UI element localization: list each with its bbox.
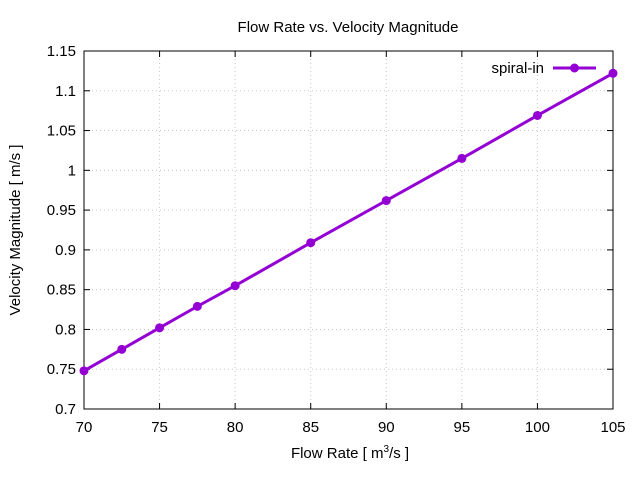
x-tick-label: 70: [76, 419, 93, 436]
y-tick-label: 1.05: [47, 123, 76, 140]
y-tick-label: 1.15: [47, 43, 76, 60]
data-point: [532, 110, 542, 120]
data-point: [79, 366, 89, 376]
x-axis: 70 75 80 85 90 95 100 105: [76, 51, 626, 436]
x-tick-label: 90: [378, 419, 395, 436]
x-tick-label: 100: [525, 419, 550, 436]
x-tick-label: 80: [227, 419, 244, 436]
data-point: [230, 281, 240, 291]
x-axis-label-superscript: 3: [383, 444, 389, 455]
chart-title: Flow Rate vs. Velocity Magnitude: [238, 19, 459, 36]
data-point: [155, 323, 165, 333]
y-tick-label: 0.75: [47, 361, 76, 378]
y-tick-label: 0.95: [47, 202, 76, 219]
plot-frame: [83, 50, 614, 410]
x-tick-label: 105: [600, 419, 625, 436]
y-tick-label: 0.7: [55, 401, 76, 418]
x-axis-label-main: Flow Rate [ m: [291, 445, 384, 462]
legend: spiral-in: [491, 60, 596, 77]
data-point: [117, 344, 127, 354]
series-layer: [79, 68, 618, 376]
x-tick-label: 75: [151, 419, 168, 436]
data-point: [306, 238, 316, 248]
x-axis-label: Flow Rate [ m3/s ]: [291, 444, 409, 462]
grid: [84, 51, 613, 409]
y-tick-label: 1: [68, 162, 76, 179]
x-axis-label-tail: /s ]: [389, 445, 409, 462]
data-point: [192, 301, 202, 311]
y-tick-label: 0.8: [55, 321, 76, 338]
data-point: [381, 196, 391, 206]
y-tick-label: 0.9: [55, 242, 76, 259]
data-point: [608, 68, 618, 78]
data-point: [457, 153, 467, 163]
y-tick-label: 1.1: [55, 83, 76, 100]
y-axis: 0.7 0.75 0.8 0.85 0.9 0.95 1 1.05 1.1 1.15: [47, 43, 613, 418]
legend-marker: [570, 63, 579, 73]
y-tick-label: 0.85: [47, 282, 76, 299]
y-axis-label: Velocity Magnitude [ m/s ]: [7, 145, 24, 316]
x-tick-label: 85: [302, 419, 319, 436]
series-line: [83, 71, 614, 373]
legend-label: spiral-in: [491, 60, 544, 77]
x-tick-label: 95: [454, 419, 471, 436]
